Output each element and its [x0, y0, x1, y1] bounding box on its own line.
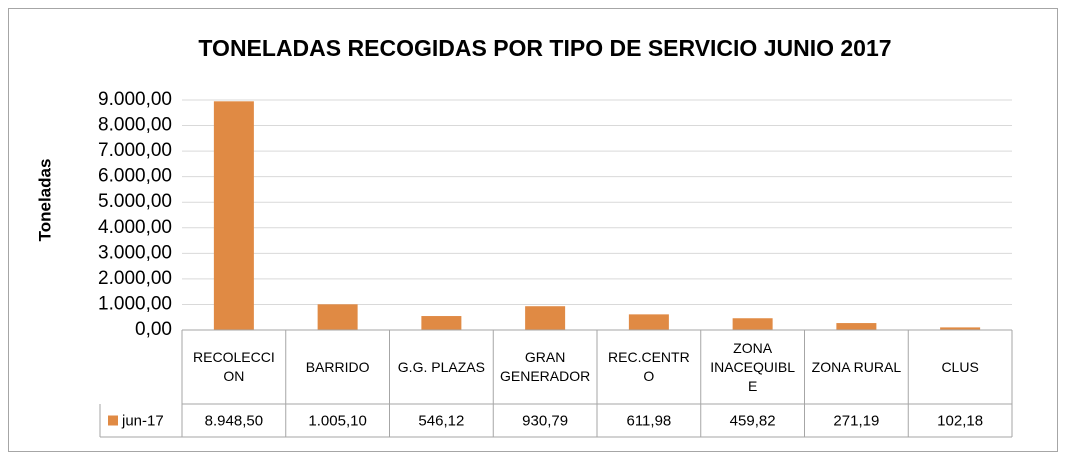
x-tick-label: BARRIDO [305, 358, 370, 375]
x-tick-label: REC.CENTRO [608, 349, 690, 384]
bar [940, 327, 981, 330]
data-table-value: 1.005,10 [308, 412, 366, 429]
legend-swatch [108, 415, 118, 426]
y-tick-label: 0,00 [135, 319, 172, 340]
legend-label: jun-17 [121, 412, 164, 429]
data-table-value: 8.948,50 [205, 412, 263, 429]
x-tick-label-box: REC.CENTRO [608, 349, 690, 384]
x-tick-label: RECOLECCION [193, 349, 275, 384]
x-tick-label-box: G.G. PLAZAS [397, 358, 485, 375]
y-tick-label: 2.000,00 [98, 268, 172, 289]
x-tick-label: ZONA RURAL [811, 358, 902, 375]
x-tick-label-box: BARRIDO [305, 358, 370, 375]
y-tick-label: 7.000,00 [98, 140, 172, 161]
chart-title: TONELADAS RECOGIDAS POR TIPO DE SERVICIO… [198, 35, 891, 61]
x-tick-label-box: ZONA INACEQUIBLE [710, 339, 796, 394]
bar [525, 306, 566, 330]
y-tick-label: 4.000,00 [98, 217, 172, 238]
y-tick-label: 9.000,00 [98, 89, 172, 110]
data-table-value: 102,18 [937, 412, 983, 429]
data-table-value: 611,98 [626, 412, 671, 429]
y-tick-label: 8.000,00 [98, 115, 172, 136]
data-table-value: 271,19 [833, 412, 879, 429]
x-tick-label-box: RECOLECCION [193, 349, 275, 384]
x-tick-label: CLUS [941, 358, 979, 375]
chart-border [8, 8, 1058, 452]
x-tick-label-box: ZONA RURAL [811, 358, 902, 375]
bar [421, 316, 462, 330]
x-tick-label: G.G. PLAZAS [397, 358, 485, 375]
bar [628, 314, 669, 330]
y-tick-label: 3.000,00 [98, 242, 172, 263]
data-table-value: 930,79 [522, 412, 568, 429]
x-tick-label: GRAN GENERADOR [500, 349, 591, 384]
bar [317, 304, 358, 330]
x-tick-label-box: GRAN GENERADOR [500, 349, 591, 384]
y-tick-label: 6.000,00 [98, 166, 172, 187]
y-axis-label: Toneladas [35, 159, 54, 242]
bar [213, 101, 254, 331]
bar [836, 323, 877, 330]
data-table-value: 459,82 [730, 412, 776, 429]
bar [732, 318, 773, 330]
x-tick-label-box: CLUS [941, 358, 979, 375]
x-tick-label: ZONA INACEQUIBLE [710, 339, 796, 394]
y-tick-label: 1.000,00 [98, 293, 172, 314]
data-table-value: 546,12 [418, 412, 464, 429]
y-tick-label: 5.000,00 [98, 191, 172, 212]
